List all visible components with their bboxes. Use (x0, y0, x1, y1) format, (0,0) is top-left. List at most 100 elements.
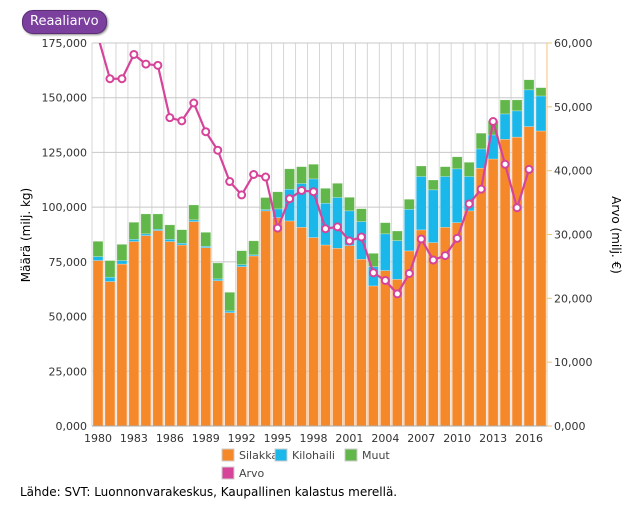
bar-silakka-1992 (236, 266, 247, 427)
arvo-point-1993 (249, 169, 259, 179)
y2-tick-label: 0,000 (554, 420, 586, 433)
arvo-point-2011 (464, 199, 474, 209)
bar-silakka-1981 (104, 281, 116, 427)
bar-kilohaili-1987 (176, 243, 188, 246)
bar-muut-1989 (200, 232, 211, 247)
arvo-point-1998 (309, 187, 319, 197)
bar-kilohaili-2008 (428, 189, 439, 243)
bar-kilohaili-2005 (392, 240, 403, 280)
bar-muut-1986 (164, 224, 176, 240)
arvo-line (98, 43, 534, 299)
bar-silakka-1982 (116, 263, 128, 427)
bar-silakka-2001 (344, 245, 355, 427)
bar-muut-1983 (128, 221, 140, 240)
bar-muut-2010 (451, 156, 463, 170)
legend-label-silakka: Silakka (239, 449, 278, 462)
y2-tick-label: 20,000 (554, 292, 593, 305)
legend-label-kilohaili: Kilohaili (292, 449, 335, 462)
bar-silakka-2012 (475, 167, 487, 427)
bar-silakka-2008 (428, 242, 439, 427)
arvo-point-1994 (261, 172, 271, 182)
bar-kilohaili-1986 (164, 239, 176, 242)
bar-muut-1993 (248, 240, 259, 256)
x-tick-label: 1998 (300, 432, 328, 445)
bar-silakka-1989 (200, 247, 211, 427)
bar-kilohaili-2004 (380, 233, 391, 271)
legend-swatch-arvo (221, 466, 235, 480)
arvo-point-2015 (512, 203, 522, 213)
y2-tick-label: 40,000 (554, 165, 593, 178)
bar-muut-2009 (439, 166, 451, 177)
bar-muut-1981 (104, 260, 116, 278)
bar-silakka-1998 (308, 237, 319, 427)
x-tick-label: 2016 (515, 432, 543, 445)
bar-muut-2014 (499, 99, 511, 115)
bar-silakka-2002 (356, 258, 367, 427)
bar-kilohaili-1990 (212, 278, 223, 281)
arvo-point-1991 (225, 177, 235, 187)
y2-tick-label: 60,000 (554, 37, 593, 50)
bar-silakka-1985 (152, 230, 164, 427)
bar-silakka-1994 (260, 210, 271, 427)
bar-silakka-1996 (284, 220, 295, 427)
bar-muut-1996 (284, 168, 295, 190)
bar-muut-2001 (344, 197, 355, 212)
bar-muut-1995 (272, 191, 283, 210)
bar-kilohaili-1983 (128, 239, 140, 242)
bar-muut-2006 (404, 199, 415, 210)
y2-tick-label: 50,000 (554, 101, 593, 114)
arvo-point-1984 (141, 59, 151, 69)
bar-kilohaili-2006 (404, 209, 415, 252)
arvo-point-2002 (356, 232, 366, 242)
bar-muut-1985 (152, 213, 164, 230)
y-tick-label: 50,000 (49, 311, 88, 324)
bar-muut-1991 (224, 292, 235, 312)
bar-muut-2008 (428, 179, 439, 191)
arvo-point-2013 (488, 117, 498, 127)
arvo-point-2014 (500, 159, 510, 169)
bar-silakka-1991 (224, 312, 235, 427)
arvo-point-1983 (129, 49, 139, 59)
bar-kilohaili-2014 (499, 113, 511, 140)
legend-swatch-kilohaili (274, 448, 288, 462)
x-tick-label: 2001 (335, 432, 363, 445)
y2-axis-title: Arvo (milj. €) (609, 196, 623, 274)
arvo-point-2012 (476, 184, 486, 194)
x-tick-label: 1980 (84, 432, 112, 445)
x-tick-label: 1989 (192, 432, 220, 445)
bar-kilohaili-1981 (104, 276, 116, 282)
bar-silakka-1980 (92, 260, 104, 427)
bar-muut-2017 (535, 87, 547, 97)
y-tick-label: 175,000 (42, 37, 88, 50)
y-tick-label: 100,000 (42, 201, 88, 214)
bar-silakka-1993 (248, 255, 259, 427)
arvo-point-1986 (165, 113, 175, 123)
bar-silakka-2015 (511, 136, 523, 427)
bar-silakka-2004 (380, 270, 391, 427)
legend-swatch-silakka (221, 448, 235, 462)
bar-kilohaili-2010 (451, 168, 463, 223)
x-tick-label: 2004 (371, 432, 399, 445)
bar-muut-2005 (392, 230, 403, 241)
bars (92, 79, 547, 427)
bar-silakka-1987 (176, 244, 188, 427)
x-tick-label: 1992 (228, 432, 256, 445)
bar-silakka-2003 (368, 285, 379, 427)
legend: Silakka Kilohaili Muut Arvo (221, 448, 390, 480)
bar-kilohaili-1999 (320, 202, 331, 246)
bar-silakka-1986 (164, 241, 176, 427)
arvo-point-1989 (201, 127, 211, 137)
bar-silakka-1995 (272, 217, 283, 427)
arvo-point-2010 (452, 233, 462, 243)
x-tick-label: 1986 (156, 432, 184, 445)
bar-muut-1988 (188, 204, 200, 221)
real-value-button[interactable]: Reaaliarvo (22, 10, 107, 34)
bar-silakka-2011 (463, 210, 475, 427)
bar-kilohaili-2007 (416, 176, 427, 231)
bar-muut-1997 (296, 166, 307, 184)
arvo-point-2003 (368, 268, 378, 278)
bar-muut-2007 (416, 165, 427, 177)
legend-swatch-muut (344, 448, 358, 462)
bar-kilohaili-1984 (140, 233, 152, 236)
y-axis-title: Määrä (milj. kg) (19, 188, 33, 282)
